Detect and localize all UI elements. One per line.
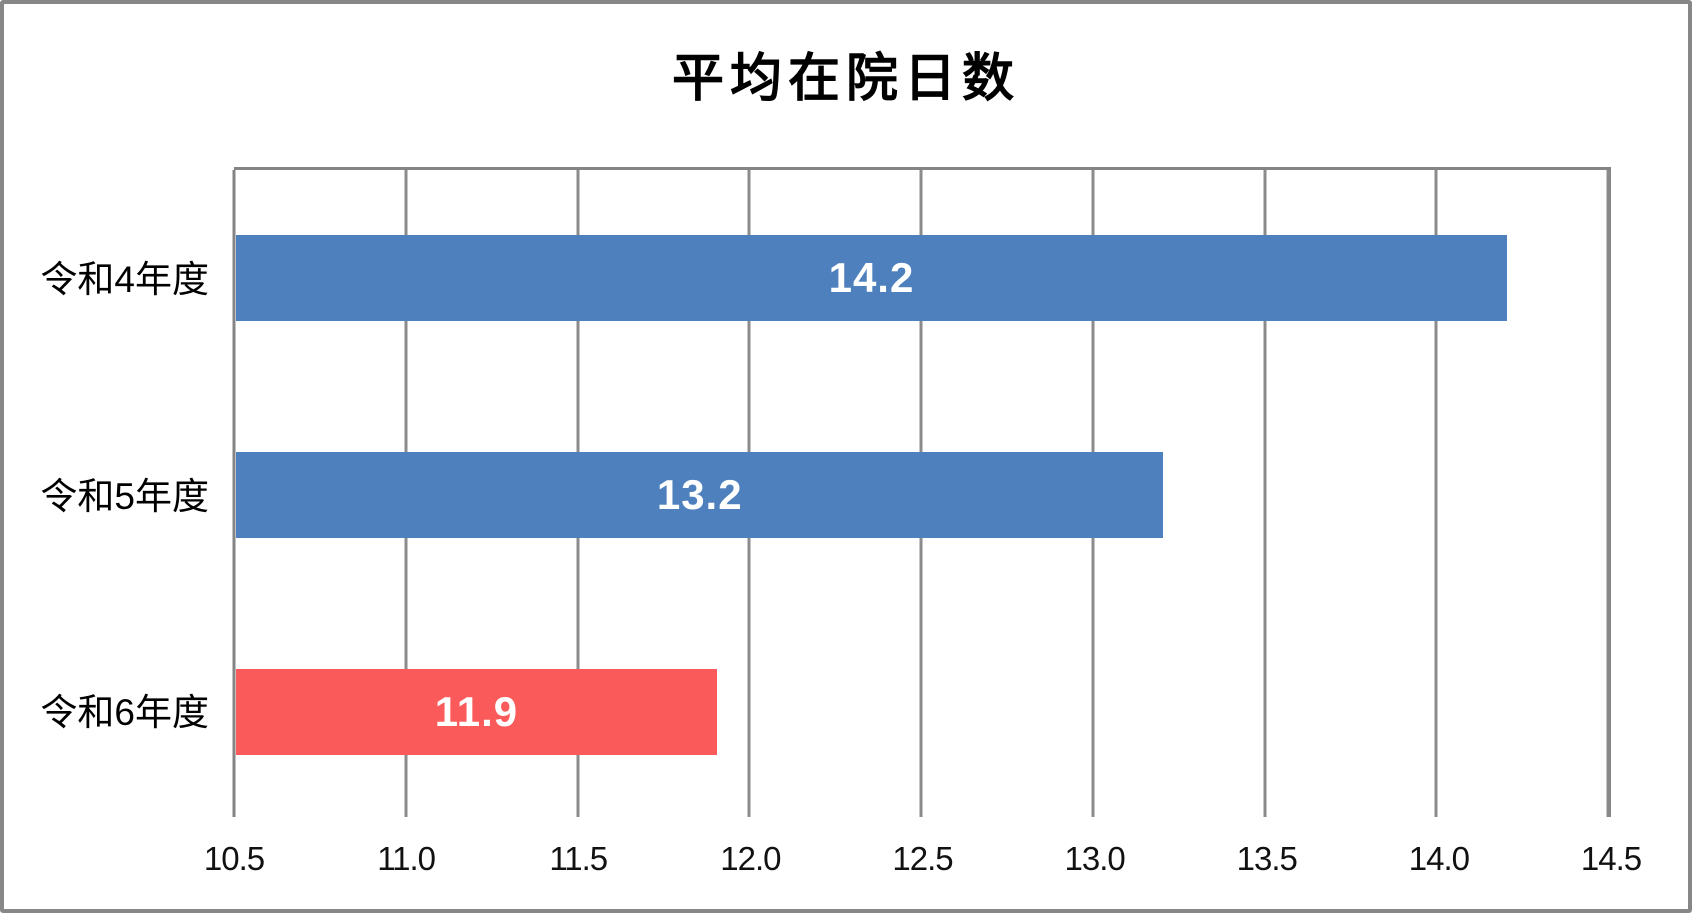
gridline	[1606, 170, 1610, 817]
x-tick-label: 13.5	[1236, 840, 1298, 877]
category-label: 令和5年度	[40, 475, 209, 517]
bar-3: 11.9	[236, 669, 717, 755]
x-tick-label: 13.0	[1064, 840, 1126, 877]
x-tick-label: 12.5	[892, 840, 953, 877]
x-tick-label: 12.0	[720, 840, 781, 877]
category-label: 令和6年度	[40, 691, 209, 733]
x-tick-label: 10.5	[203, 840, 265, 877]
plot-area: 14.2 13.2 11.9	[232, 167, 1611, 817]
bar-value-label: 13.2	[656, 471, 743, 518]
x-tick-label: 14.5	[1580, 840, 1642, 877]
category-label: 令和4年度	[40, 258, 209, 300]
bar-2: 13.2	[236, 452, 1164, 538]
gridline	[232, 170, 236, 817]
chart-title: 平均在院日数	[671, 50, 1020, 108]
x-tick-label: 14.0	[1408, 840, 1470, 877]
gridline	[1263, 170, 1266, 817]
bar-value-label: 14.2	[828, 254, 915, 301]
bar-value-label: 11.9	[434, 688, 519, 735]
x-axis: 10.5 11.0 11.5 12.0 12.5 13.0 13.5 14.0 14.5	[204, 840, 1642, 885]
x-tick-label: 11.0	[377, 840, 436, 877]
gridline	[1434, 170, 1438, 817]
x-tick-label: 11.5	[549, 840, 608, 877]
category-axis: 令和4年度令和5年度令和6年度	[4, 167, 209, 817]
bar-1: 14.2	[236, 235, 1507, 321]
